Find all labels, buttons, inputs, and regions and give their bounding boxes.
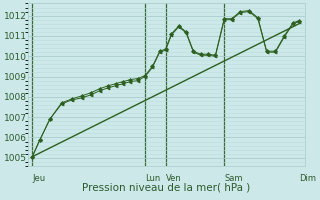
Text: Ven: Ven: [165, 174, 181, 183]
Text: Jeu: Jeu: [32, 174, 45, 183]
Text: Lun: Lun: [145, 174, 160, 183]
X-axis label: Pression niveau de la mer( hPa ): Pression niveau de la mer( hPa ): [82, 183, 251, 193]
Text: Dim: Dim: [299, 174, 316, 183]
Text: Sam: Sam: [224, 174, 243, 183]
